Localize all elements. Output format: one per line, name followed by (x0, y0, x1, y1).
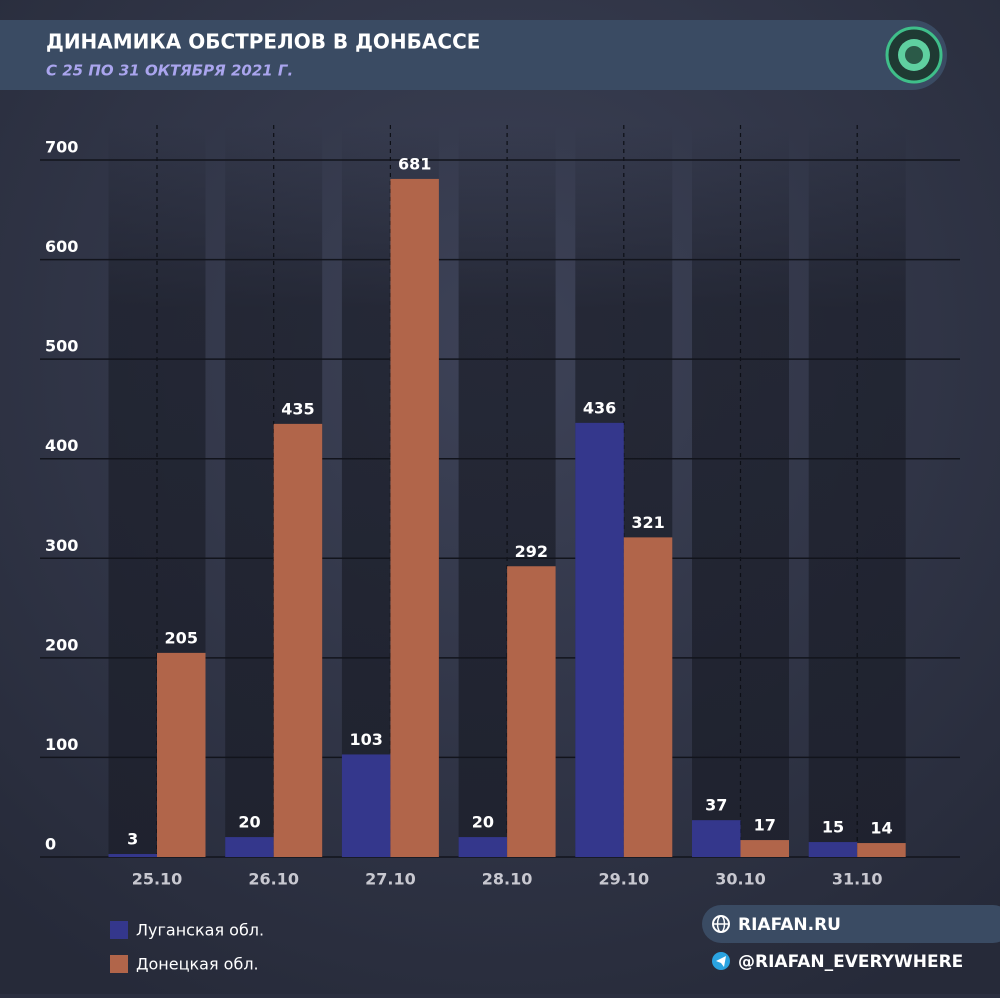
x-tick-label: 31.10 (832, 870, 883, 889)
data-label: 17 (754, 816, 776, 835)
data-label: 681 (398, 154, 431, 173)
legend-label: Донецкая обл. (136, 955, 259, 974)
data-label: 15 (822, 818, 844, 837)
data-label: 205 (165, 628, 198, 647)
bar (157, 652, 206, 857)
bar (108, 854, 157, 857)
data-label: 436 (583, 398, 616, 417)
footer-site: RIAFAN.RU (738, 915, 841, 935)
y-tick-label: 600 (45, 237, 78, 256)
x-tick-label: 25.10 (132, 870, 183, 889)
y-tick-label: 0 (45, 835, 56, 854)
bar (808, 842, 858, 857)
legend-swatch (110, 955, 128, 973)
chart-title: ДИНАМИКА ОБСТРЕЛОВ В ДОНБАССЕ (46, 30, 480, 54)
y-tick-label: 100 (45, 735, 78, 754)
column-background (692, 125, 789, 857)
data-label: 435 (281, 399, 314, 418)
y-tick-label: 700 (45, 138, 78, 157)
x-tick-label: 30.10 (715, 870, 766, 889)
bar (623, 537, 673, 857)
bar (692, 820, 741, 857)
data-label: 20 (472, 813, 494, 832)
data-label: 3 (127, 830, 138, 849)
bar (458, 837, 508, 857)
bar (575, 422, 624, 857)
legend-swatch (110, 921, 128, 939)
bar (740, 840, 789, 857)
x-tick-label: 28.10 (482, 870, 533, 889)
bar (390, 178, 439, 857)
data-label: 20 (238, 813, 260, 832)
chart-subtitle: С 25 ПО 31 ОКТЯБРЯ 2021 Г. (46, 62, 293, 80)
y-tick-label: 200 (45, 635, 78, 654)
header-band (0, 20, 947, 90)
bar (341, 754, 391, 857)
y-tick-label: 400 (45, 436, 78, 455)
bar (507, 566, 556, 857)
data-label: 14 (870, 819, 892, 838)
bar (225, 837, 274, 857)
data-label: 321 (631, 513, 664, 532)
x-tick-label: 26.10 (248, 870, 299, 889)
legend-label: Луганская обл. (136, 921, 264, 940)
logo (885, 26, 943, 84)
x-tick-label: 29.10 (598, 870, 649, 889)
bar (273, 423, 323, 857)
column-background (808, 125, 906, 857)
footer-badges: RIAFAN.RU @RIAFAN_EVERYWHERE (702, 905, 1000, 972)
data-label: 292 (515, 542, 548, 561)
data-label: 103 (349, 730, 382, 749)
data-label: 37 (705, 796, 727, 815)
bar (857, 843, 906, 857)
y-tick-label: 500 (45, 337, 78, 356)
footer-telegram: @RIAFAN_EVERYWHERE (738, 952, 963, 972)
x-tick-label: 27.10 (365, 870, 416, 889)
y-tick-label: 300 (45, 536, 78, 555)
